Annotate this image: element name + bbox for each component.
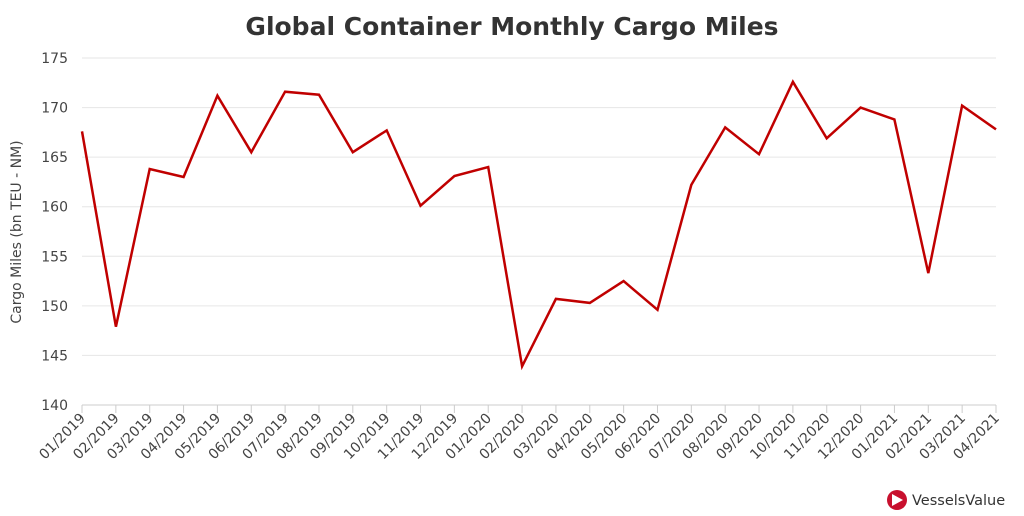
y-tick-label: 170	[41, 101, 68, 117]
y-axis-label: Cargo Miles (bn TEU - NM)	[9, 140, 25, 323]
series-line	[80, 79, 997, 371]
y-tick-labels: 140 145 150 155 160 165 170 175	[41, 51, 68, 414]
y-tick-label: 165	[41, 150, 68, 166]
x-tick-labels: 01/201902/201903/201904/201905/201906/20…	[36, 411, 1002, 463]
brand-name: VesselsValue	[912, 493, 1005, 509]
brand-logo-arrow	[892, 494, 903, 506]
y-tick-label: 145	[41, 348, 68, 364]
y-tick-label: 140	[41, 398, 68, 414]
gridlines	[82, 57, 996, 356]
y-tick-label: 150	[41, 299, 68, 315]
axes	[81, 404, 997, 413]
y-tick-label: 155	[41, 249, 68, 265]
brand-logo[interactable]: VesselsValue	[887, 490, 1005, 510]
chart-title: Global Container Monthly Cargo Miles	[245, 12, 778, 41]
y-tick-label: 175	[41, 51, 68, 67]
series	[80, 79, 997, 371]
y-tick-label: 160	[41, 200, 68, 216]
